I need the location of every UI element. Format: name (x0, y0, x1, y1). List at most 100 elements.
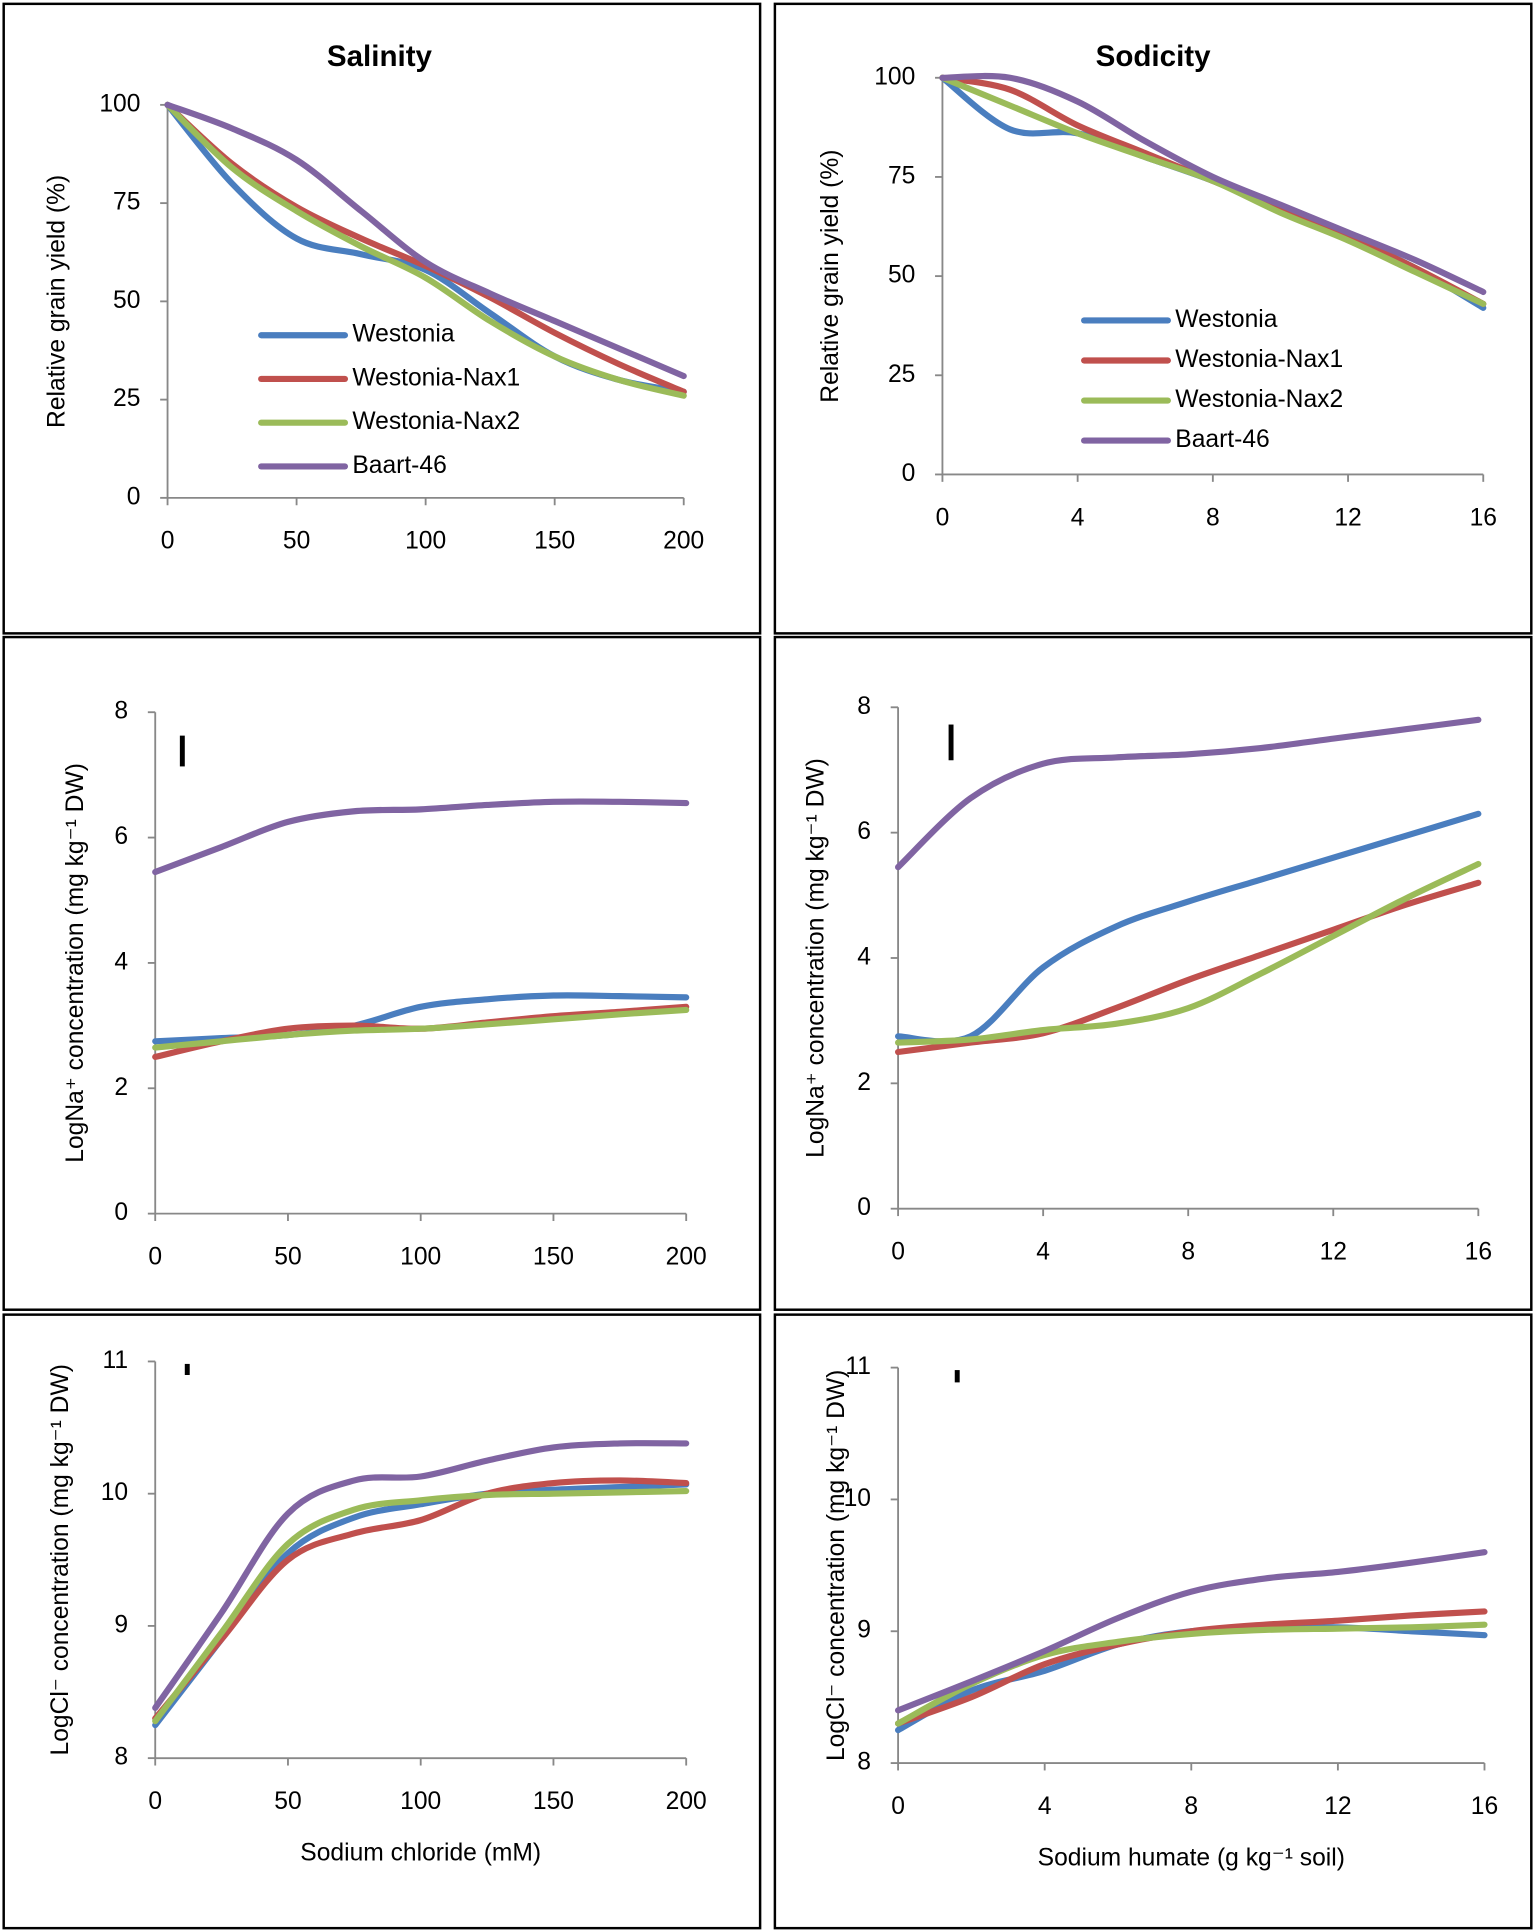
x-tick-label: 8 (1181, 1239, 1195, 1266)
series-line (164, 101, 687, 395)
x-tick-label: 12 (1334, 504, 1361, 531)
series-line (152, 1487, 690, 1725)
x-tick-label: 0 (891, 1793, 905, 1820)
error-bars (179, 724, 960, 1383)
panel-frame (773, 635, 1533, 1311)
y-tick-label: 11 (103, 1347, 129, 1374)
x-tick-label: 0 (891, 1239, 905, 1266)
x-tick-label: 100 (400, 1788, 441, 1815)
y-tick-label: 8 (114, 1744, 128, 1771)
x-tick-label: 100 (405, 528, 446, 555)
x-tick-label: 4 (1071, 504, 1085, 531)
series-line (152, 1006, 690, 1051)
y-tick-label: 50 (113, 287, 140, 314)
series-line (152, 1440, 690, 1711)
y-tick-label: 11 (845, 1353, 871, 1380)
y-tick-label: 75 (888, 162, 915, 189)
y-tick-label: 0 (857, 1194, 871, 1221)
series-line (895, 860, 1482, 1046)
y-tick-label: 75 (113, 189, 140, 216)
series-line (164, 101, 687, 380)
series-line (164, 101, 687, 399)
y-axis-label: Relative grain yield (%) (817, 150, 844, 403)
x-tick-label: 200 (666, 1788, 707, 1815)
x-tick-label: 8 (1184, 1793, 1198, 1820)
x-tick-label: 4 (1036, 1239, 1050, 1266)
legend-label: Baart-46 (352, 452, 446, 479)
y-tick-label: 0 (114, 1199, 128, 1226)
x-tick-label: 16 (1465, 1239, 1492, 1266)
x-tick-label: 16 (1471, 1793, 1498, 1820)
x-tick-label: 200 (666, 1243, 707, 1270)
series-line (895, 716, 1482, 871)
x-tick-label: 50 (274, 1788, 301, 1815)
x-tick-label: 0 (148, 1788, 162, 1815)
y-tick-label: 2 (114, 1074, 128, 1101)
y-axis-label: LogCl⁻ concentration (mg kg⁻¹ DW) (47, 1364, 74, 1755)
y-tick-label: 100 (99, 90, 140, 117)
series-line (939, 72, 1487, 296)
series-line (895, 810, 1482, 1045)
chart-title: Sodicity (1096, 40, 1211, 73)
series-line (939, 74, 1487, 307)
x-axis-label: Sodium humate (g kg⁻¹ soil) (1038, 1845, 1345, 1872)
y-axis-label: LogNa⁺ concentration (mg kg⁻¹ DW) (802, 758, 829, 1158)
y-tick-label: 6 (114, 823, 128, 850)
series-line (152, 798, 690, 876)
y-tick-label: 2 (857, 1069, 871, 1096)
y-tick-label: 25 (888, 361, 915, 388)
y-tick-label: 4 (857, 943, 871, 970)
legend-label: Westonia-Nax1 (1175, 346, 1343, 373)
y-tick-label: 9 (114, 1611, 128, 1638)
y-tick-label: 8 (114, 698, 128, 725)
panel-frame (2, 1313, 762, 1930)
series-line (164, 101, 687, 395)
x-tick-label: 0 (148, 1243, 162, 1270)
legend-label: Westonia (352, 321, 455, 348)
y-tick-label: 8 (857, 1749, 871, 1776)
x-axis-label: Sodium chloride (mM) (300, 1840, 541, 1867)
y-tick-label: 100 (874, 63, 915, 90)
y-tick-label: 10 (844, 1485, 871, 1512)
y-tick-label: 6 (857, 818, 871, 845)
panel-frame (773, 2, 1533, 635)
x-tick-label: 12 (1320, 1239, 1347, 1266)
x-tick-label: 0 (161, 528, 175, 555)
y-tick-label: 25 (113, 385, 140, 412)
y-axis-label: LogNa⁺ concentration (mg kg⁻¹ DW) (62, 763, 89, 1163)
x-tick-label: 8 (1206, 504, 1220, 531)
panel-frame (773, 1313, 1533, 1930)
legend-label: Westonia-Nax1 (352, 364, 520, 391)
y-tick-label: 50 (888, 262, 915, 289)
x-tick-label: 150 (534, 528, 575, 555)
legend-label: Westonia-Nax2 (1175, 386, 1343, 413)
x-tick-label: 50 (283, 528, 310, 555)
legend-label: Westonia-Nax2 (352, 408, 520, 435)
x-tick-label: 4 (1038, 1793, 1052, 1820)
x-tick-label: 200 (663, 528, 704, 555)
x-tick-label: 150 (533, 1788, 574, 1815)
legend-label: Baart-46 (1175, 426, 1269, 453)
y-tick-label: 9 (857, 1617, 871, 1644)
y-tick-label: 8 (857, 693, 871, 720)
y-axis-label: LogCl⁻ concentration (mg kg⁻¹ DW) (823, 1370, 850, 1761)
series-line (152, 1477, 690, 1722)
x-tick-label: 100 (400, 1243, 441, 1270)
x-tick-label: 50 (274, 1243, 301, 1270)
x-tick-label: 0 (936, 504, 950, 531)
y-tick-label: 4 (114, 948, 128, 975)
y-tick-label: 0 (902, 460, 916, 487)
y-tick-label: 10 (101, 1479, 128, 1506)
x-tick-label: 150 (533, 1243, 574, 1270)
panel-frame (2, 635, 762, 1311)
chart-title: Salinity (327, 40, 433, 73)
legend-label: Westonia (1175, 306, 1278, 333)
series-line (895, 1549, 1488, 1714)
panel-frame (2, 2, 762, 635)
y-axis-label: Relative grain yield (%) (43, 175, 70, 428)
x-tick-label: 12 (1324, 1793, 1351, 1820)
x-tick-label: 16 (1470, 504, 1497, 531)
y-tick-label: 0 (127, 483, 141, 510)
